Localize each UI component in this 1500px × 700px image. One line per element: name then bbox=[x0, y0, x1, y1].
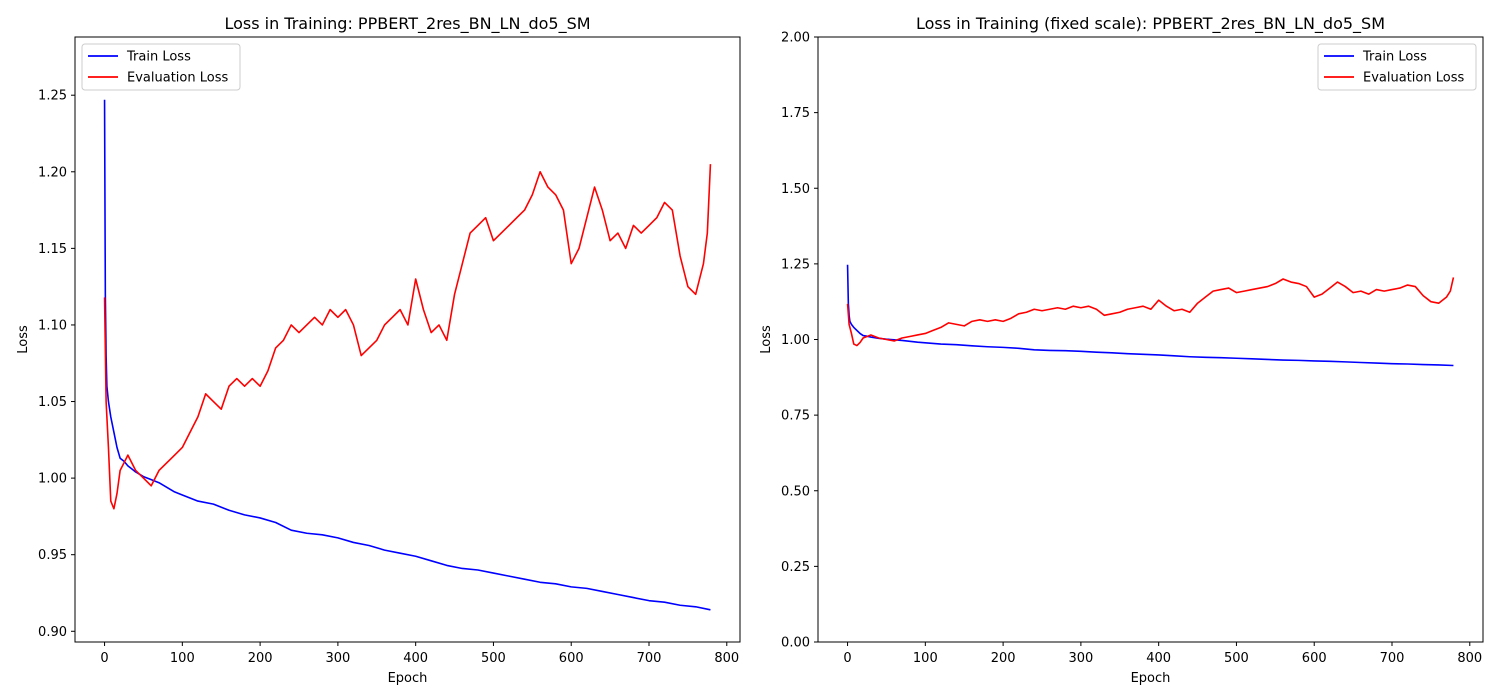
x-tick-label: 500 bbox=[1224, 651, 1249, 666]
x-tick-label: 0 bbox=[843, 651, 851, 666]
y-tick-label: 0.75 bbox=[781, 409, 810, 424]
axes-frame bbox=[74, 36, 741, 643]
x-tick-label: 200 bbox=[248, 651, 273, 666]
y-tick-label: 1.00 bbox=[781, 333, 810, 348]
legend: Train Loss Evaluation Loss bbox=[81, 43, 241, 91]
y-tick-label: 1.15 bbox=[38, 242, 67, 257]
legend: Train Loss Evaluation Loss bbox=[1317, 43, 1477, 91]
y-tick-label: 1.10 bbox=[38, 318, 67, 333]
y-tick-label: 1.25 bbox=[38, 89, 67, 104]
legend-entry-label: Evaluation Loss bbox=[1363, 71, 1464, 86]
x-axis-label: Epoch bbox=[1131, 671, 1171, 686]
y-tick-label: 2.00 bbox=[781, 31, 810, 46]
plot-area bbox=[818, 37, 1483, 642]
x-tick-label: 600 bbox=[1302, 651, 1327, 666]
y-axis-label: Loss bbox=[16, 325, 31, 354]
x-tick-label: 800 bbox=[714, 651, 739, 666]
x-tick-label: 300 bbox=[1068, 651, 1093, 666]
x-tick-label: 400 bbox=[1146, 651, 1171, 666]
series-line-train-loss bbox=[103, 99, 711, 611]
x-tick-label: 100 bbox=[913, 651, 938, 666]
legend-entry-label: Train Loss bbox=[1362, 50, 1427, 65]
y-tick-label: 1.25 bbox=[781, 257, 810, 272]
chart-left: 0 100 200 300 400 500 600 700 800 0.90 0.95 1.00 1.0… bbox=[16, 14, 741, 686]
x-tick-label: 0 bbox=[100, 651, 108, 666]
x-tick-label: 400 bbox=[403, 651, 428, 666]
x-tick-label: 700 bbox=[1380, 651, 1405, 666]
plot-area bbox=[75, 37, 740, 642]
x-tick-label: 500 bbox=[481, 651, 506, 666]
y-tick-label: 1.50 bbox=[781, 182, 810, 197]
y-tick-label: 1.05 bbox=[38, 395, 67, 410]
x-tick-label: 100 bbox=[170, 651, 195, 666]
y-tick-label: 1.20 bbox=[38, 165, 67, 180]
x-tick-label: 700 bbox=[637, 651, 662, 666]
legend-frame bbox=[81, 43, 241, 91]
x-tick-label: 600 bbox=[559, 651, 584, 666]
y-axis-label: Loss bbox=[759, 325, 774, 354]
y-tick-label: 0.25 bbox=[781, 560, 810, 575]
x-tick-label: 300 bbox=[325, 651, 350, 666]
series-line-train-loss bbox=[846, 264, 1454, 367]
legend-entry-label: Train Loss bbox=[126, 50, 191, 65]
chart-right: 0 100 200 300 400 500 600 700 800 0.00 0.25 0.50 0.7… bbox=[759, 14, 1484, 686]
y-tick-label: 0.90 bbox=[38, 625, 67, 640]
chart-title: Loss in Training: PPBERT_2res_BN_LN_do5_… bbox=[224, 14, 590, 34]
y-tick-label: 0.50 bbox=[781, 484, 810, 499]
chart-title: Loss in Training (fixed scale): PPBERT_2… bbox=[916, 14, 1385, 34]
y-tick-label: 0.95 bbox=[38, 548, 67, 563]
x-tick-label: 200 bbox=[991, 651, 1016, 666]
x-axis-label: Epoch bbox=[388, 671, 428, 686]
legend-entry-label: Evaluation Loss bbox=[127, 71, 228, 86]
y-tick-label: 1.00 bbox=[38, 472, 67, 487]
series-line-evaluation-loss bbox=[103, 164, 712, 510]
y-tick-label: 1.75 bbox=[781, 106, 810, 121]
series-line-evaluation-loss bbox=[846, 277, 1455, 347]
legend-frame bbox=[1317, 43, 1477, 91]
x-tick-label: 800 bbox=[1457, 651, 1482, 666]
y-tick-label: 0.00 bbox=[781, 636, 810, 651]
